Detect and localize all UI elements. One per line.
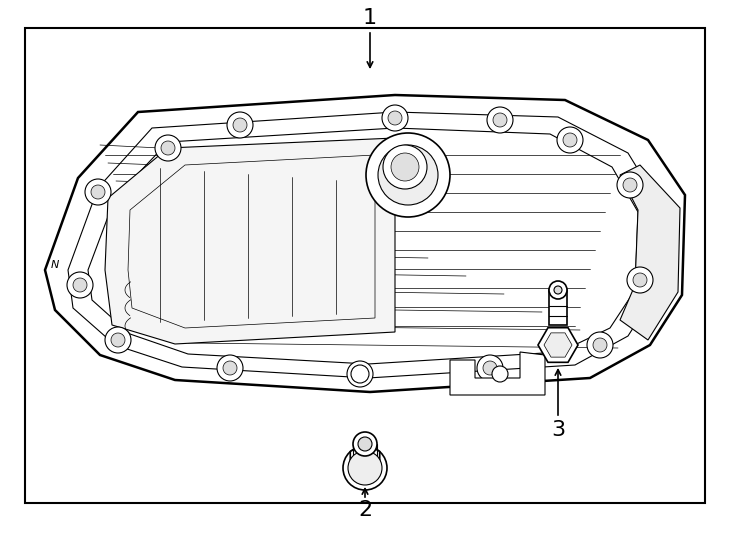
Circle shape: [493, 113, 507, 127]
Polygon shape: [350, 443, 379, 477]
Circle shape: [383, 145, 427, 189]
Circle shape: [233, 118, 247, 132]
Bar: [25, 28, 705, 503]
Polygon shape: [538, 328, 578, 362]
Circle shape: [91, 185, 105, 199]
Circle shape: [67, 272, 93, 298]
Circle shape: [477, 355, 503, 381]
Circle shape: [161, 141, 175, 155]
Text: 2: 2: [358, 500, 372, 520]
Circle shape: [627, 267, 653, 293]
Text: N: N: [51, 260, 59, 270]
Polygon shape: [620, 165, 680, 340]
Circle shape: [617, 172, 643, 198]
Text: 3: 3: [551, 420, 565, 440]
Circle shape: [227, 112, 253, 138]
Circle shape: [73, 278, 87, 292]
Circle shape: [554, 286, 562, 294]
Circle shape: [343, 446, 387, 490]
Circle shape: [353, 432, 377, 456]
Circle shape: [85, 179, 111, 205]
Polygon shape: [105, 138, 395, 344]
Circle shape: [378, 145, 438, 205]
Circle shape: [557, 127, 583, 153]
Circle shape: [633, 273, 647, 287]
Circle shape: [391, 153, 419, 181]
Circle shape: [623, 178, 637, 192]
Circle shape: [487, 107, 513, 133]
Circle shape: [549, 281, 567, 299]
Circle shape: [353, 367, 367, 381]
Circle shape: [492, 366, 508, 382]
Polygon shape: [88, 128, 638, 364]
Circle shape: [366, 133, 450, 217]
Circle shape: [593, 338, 607, 352]
Circle shape: [587, 332, 613, 358]
Text: 1: 1: [363, 8, 377, 28]
Circle shape: [351, 365, 369, 383]
Polygon shape: [450, 352, 545, 395]
Circle shape: [563, 133, 577, 147]
Polygon shape: [544, 333, 572, 357]
Circle shape: [348, 451, 382, 485]
Circle shape: [105, 327, 131, 353]
Circle shape: [483, 361, 497, 375]
Circle shape: [223, 361, 237, 375]
Circle shape: [388, 111, 402, 125]
Circle shape: [347, 361, 373, 387]
Circle shape: [155, 135, 181, 161]
Circle shape: [358, 437, 372, 451]
Circle shape: [111, 333, 125, 347]
Bar: [549, 290, 567, 325]
Circle shape: [382, 105, 408, 131]
Polygon shape: [45, 95, 685, 392]
Circle shape: [217, 355, 243, 381]
